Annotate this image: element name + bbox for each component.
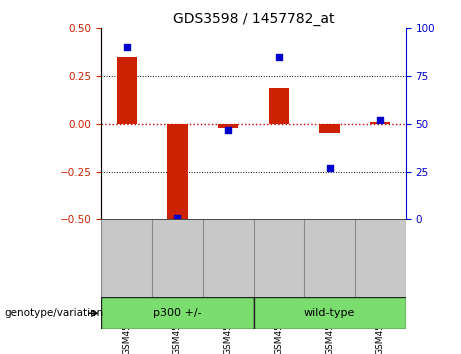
Point bbox=[123, 45, 130, 50]
Text: wild-type: wild-type bbox=[304, 308, 355, 318]
Point bbox=[377, 117, 384, 123]
Point bbox=[326, 165, 333, 171]
Point bbox=[225, 127, 232, 132]
Bar bbox=[101, 297, 254, 329]
Point bbox=[275, 54, 283, 60]
Bar bbox=[218, 124, 238, 128]
Text: p300 +/-: p300 +/- bbox=[153, 308, 202, 318]
Bar bbox=[269, 87, 289, 124]
Bar bbox=[117, 57, 137, 124]
Title: GDS3598 / 1457782_at: GDS3598 / 1457782_at bbox=[173, 12, 334, 26]
Point bbox=[174, 215, 181, 221]
Text: genotype/variation: genotype/variation bbox=[5, 308, 104, 318]
Bar bbox=[167, 124, 188, 219]
Bar bbox=[319, 124, 340, 133]
Bar bbox=[254, 297, 406, 329]
Bar bbox=[370, 122, 390, 124]
